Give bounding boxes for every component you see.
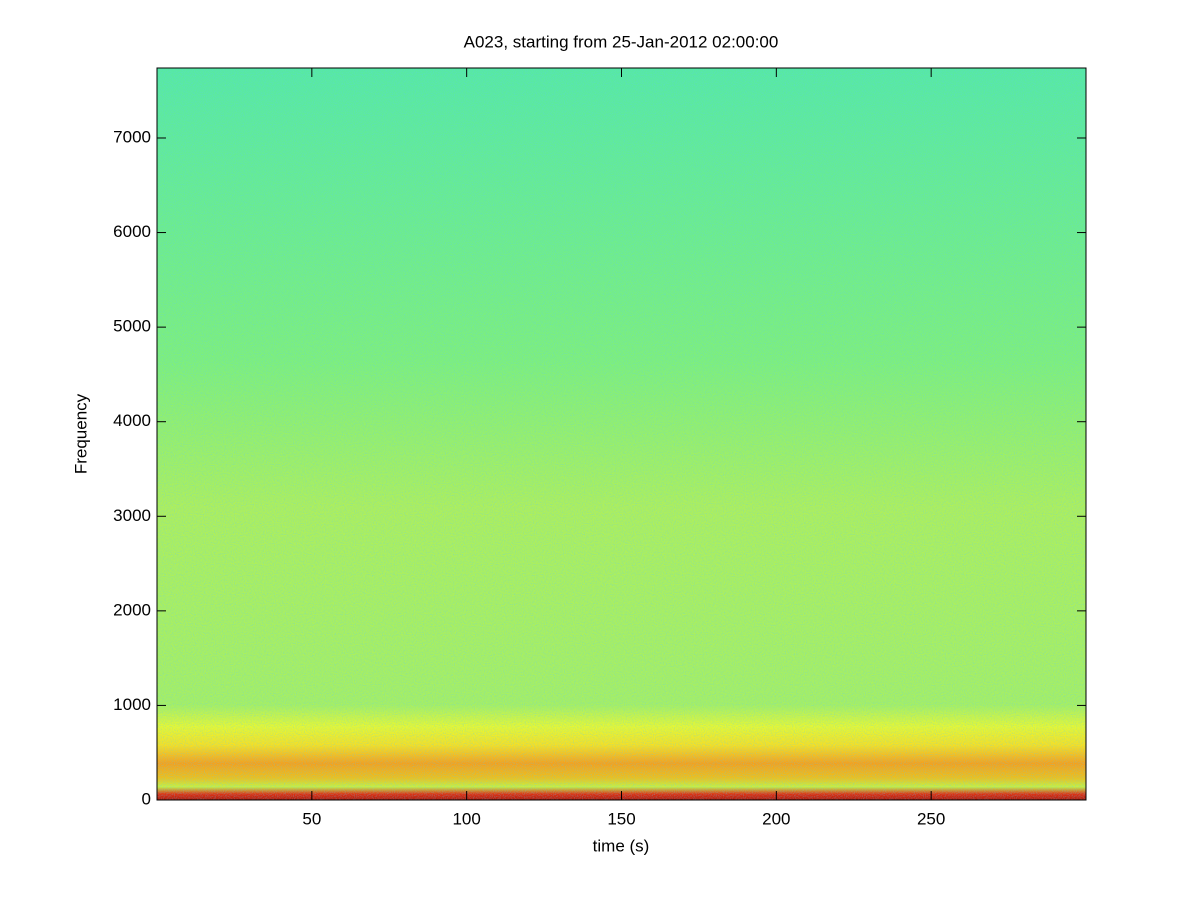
spectrogram-texture — [157, 68, 1086, 800]
x-tick-label: 100 — [452, 809, 480, 828]
y-tick-label: 4000 — [113, 411, 151, 430]
y-axis-label: Frequency — [71, 393, 90, 474]
x-tick-label: 200 — [762, 809, 790, 828]
x-tick-label: 250 — [917, 809, 945, 828]
y-tick-label: 2000 — [113, 600, 151, 619]
chart-title: A023, starting from 25-Jan-2012 02:00:00 — [464, 32, 779, 51]
y-tick-label: 6000 — [113, 222, 151, 241]
y-tick-label: 3000 — [113, 506, 151, 525]
y-tick-label: 7000 — [113, 127, 151, 146]
x-tick-label: 150 — [607, 809, 635, 828]
y-tick-label: 5000 — [113, 317, 151, 336]
y-tick-label: 0 — [142, 789, 151, 808]
y-tick-label: 1000 — [113, 695, 151, 714]
x-tick-label: 50 — [302, 809, 321, 828]
x-axis-label: time (s) — [593, 836, 650, 855]
